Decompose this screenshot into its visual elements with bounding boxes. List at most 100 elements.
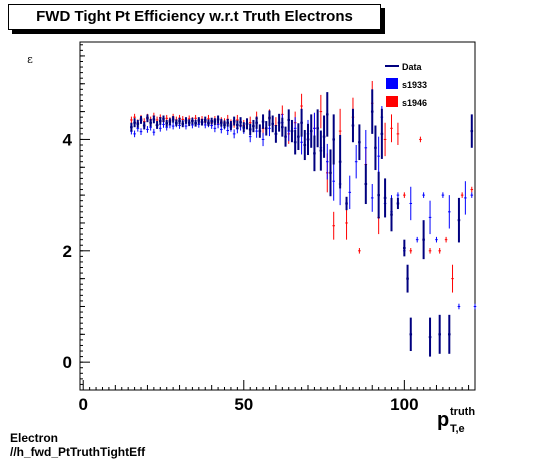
legend-label-s1946: s1946 xyxy=(402,98,427,108)
data-point xyxy=(184,117,188,124)
data-point xyxy=(142,121,146,130)
data-point xyxy=(374,125,377,171)
data-point xyxy=(406,264,409,293)
s1933-point xyxy=(226,126,230,135)
data-point xyxy=(287,109,291,131)
s1933-point xyxy=(464,181,467,215)
data-point xyxy=(252,119,255,133)
x-tick-label: 0 xyxy=(78,395,87,414)
data-point xyxy=(155,121,159,129)
data-point xyxy=(364,163,368,205)
data-point xyxy=(146,114,149,123)
s1946-point xyxy=(130,116,133,124)
data-point xyxy=(216,115,220,124)
data-point xyxy=(165,119,168,127)
y-tick-label: 2 xyxy=(63,242,72,261)
legend-label-data: Data xyxy=(402,62,423,72)
data-point xyxy=(187,119,191,127)
s1933-point xyxy=(220,125,223,134)
data-point xyxy=(210,117,213,125)
x-axis-label-sup: truth xyxy=(450,406,475,418)
data-point xyxy=(332,114,335,165)
s1946-point xyxy=(444,236,448,243)
data-point xyxy=(139,116,143,124)
s1946-point xyxy=(319,94,323,129)
data-point xyxy=(200,118,204,126)
s1933-point xyxy=(152,128,156,136)
s1933-point xyxy=(261,132,265,147)
s1933-point xyxy=(139,128,143,135)
data-point xyxy=(293,129,297,155)
data-point xyxy=(313,135,316,172)
data-point xyxy=(133,118,136,128)
data-point xyxy=(197,117,201,124)
s1946-point xyxy=(345,206,348,240)
data-point xyxy=(152,115,156,124)
data-point xyxy=(358,124,361,161)
s1933-point xyxy=(232,129,236,139)
data-point xyxy=(370,89,374,134)
s1933-point xyxy=(470,192,474,198)
s1946-point xyxy=(470,186,474,193)
s1946-point xyxy=(409,248,413,254)
data-point xyxy=(271,115,274,133)
data-point xyxy=(191,117,194,125)
s1946-point xyxy=(403,192,406,198)
footer-label-particle: Electron xyxy=(10,431,59,445)
s1933-point xyxy=(457,303,461,310)
data-point xyxy=(220,118,223,127)
data-point xyxy=(149,118,152,127)
x-axis-label: p xyxy=(437,409,449,431)
data-point xyxy=(319,130,323,171)
s1933-point xyxy=(415,236,419,243)
data-point xyxy=(351,108,355,143)
x-tick-label: 100 xyxy=(390,395,418,414)
data-point xyxy=(264,121,268,136)
s1933-point xyxy=(364,129,368,166)
series-data xyxy=(130,89,474,357)
data-point xyxy=(178,117,181,125)
data-point xyxy=(248,123,252,135)
data-point xyxy=(226,118,230,127)
s1933-point xyxy=(146,126,149,133)
data-point xyxy=(396,197,400,210)
data-series xyxy=(130,80,477,357)
data-point xyxy=(159,117,162,125)
data-point xyxy=(325,92,329,137)
data-point xyxy=(390,197,393,232)
s1933-point xyxy=(159,124,162,132)
data-point xyxy=(168,118,172,125)
x-axis-label-sub: T,e xyxy=(450,423,465,435)
y-axis-label: ε xyxy=(27,53,33,66)
data-point xyxy=(281,117,284,137)
data-point xyxy=(236,120,239,130)
data-point xyxy=(303,129,307,161)
s1933-point xyxy=(448,195,451,229)
s1946-point xyxy=(390,114,393,143)
data-point xyxy=(284,126,287,147)
legend-swatch-s1933 xyxy=(386,78,398,89)
s1933-point xyxy=(441,192,445,198)
s1933-point xyxy=(428,200,432,235)
data-point xyxy=(438,314,441,354)
s1933-point xyxy=(370,183,374,212)
s1946-point xyxy=(358,248,361,254)
s1946-point xyxy=(383,122,387,157)
data-point xyxy=(309,114,313,148)
s1933-point xyxy=(377,136,380,176)
data-point xyxy=(194,119,197,127)
s1946-point xyxy=(428,248,432,254)
data-point xyxy=(229,121,233,130)
legend-swatch-s1946 xyxy=(386,96,398,107)
data-point xyxy=(380,108,384,159)
chart-title: FWD Tight Pt Efficiency w.r.t Truth Elec… xyxy=(36,8,353,25)
s1933-point xyxy=(422,192,425,198)
data-point xyxy=(245,118,249,130)
data-point xyxy=(171,116,175,123)
data-point xyxy=(207,119,210,127)
data-point xyxy=(338,134,342,189)
s1933-point xyxy=(409,186,413,221)
data-point xyxy=(448,314,451,354)
s1946-point xyxy=(332,211,335,240)
